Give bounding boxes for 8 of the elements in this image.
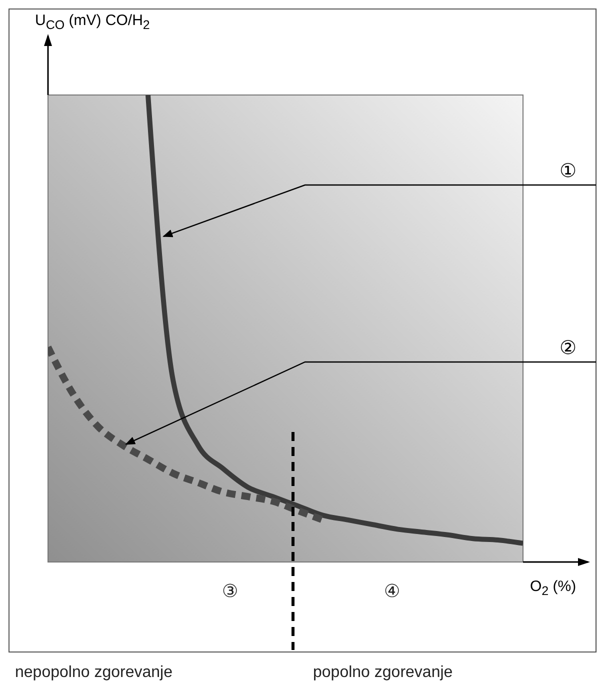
text: ④ [384,580,400,602]
text: popolno zgorevanje [313,664,453,682]
text: ② [560,338,576,359]
text: nepopolno zgorevanje [15,664,172,682]
text: ③ [222,580,238,602]
y-axis-title: U$_{CO}$ (mV) CO/H$_{2}$ [35,12,150,32]
text: ① [560,161,576,182]
x-axis-title: O$_{2}$ (%) [530,578,576,598]
